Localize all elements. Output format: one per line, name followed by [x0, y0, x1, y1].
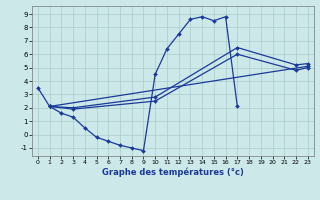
X-axis label: Graphe des températures (°c): Graphe des températures (°c) [102, 168, 244, 177]
